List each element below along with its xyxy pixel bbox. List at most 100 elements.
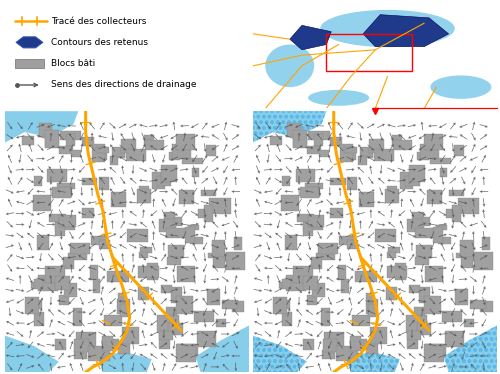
Polygon shape <box>253 335 307 372</box>
Bar <box>366 341 378 354</box>
Bar <box>88 346 110 361</box>
Bar <box>352 315 370 326</box>
Bar <box>168 323 183 335</box>
Bar <box>166 307 176 317</box>
Polygon shape <box>16 37 43 48</box>
Bar <box>422 217 430 226</box>
Bar <box>126 149 146 161</box>
Polygon shape <box>196 325 250 372</box>
Bar <box>102 336 113 350</box>
Bar <box>304 183 323 189</box>
Bar <box>442 311 462 322</box>
Bar <box>419 287 430 303</box>
Bar <box>168 245 184 258</box>
Bar <box>198 209 208 218</box>
Text: Tracé des collecteurs: Tracé des collecteurs <box>52 16 147 25</box>
Bar <box>182 158 204 164</box>
Bar <box>340 144 353 162</box>
Bar <box>470 300 486 309</box>
Bar <box>158 315 178 333</box>
Bar <box>59 295 69 306</box>
Bar <box>308 131 330 140</box>
Bar <box>139 252 148 258</box>
Bar <box>409 285 420 293</box>
Bar <box>90 264 98 280</box>
Bar <box>408 165 426 182</box>
Bar <box>62 187 72 197</box>
Bar <box>376 229 396 242</box>
Bar <box>344 147 357 153</box>
Ellipse shape <box>430 76 492 99</box>
Bar <box>160 165 177 182</box>
Bar <box>306 146 321 154</box>
Bar <box>425 266 443 282</box>
Bar <box>424 134 443 150</box>
Bar <box>55 339 66 350</box>
Bar <box>52 187 71 198</box>
Bar <box>74 340 90 352</box>
Bar <box>110 156 118 165</box>
Bar <box>356 271 377 282</box>
Bar <box>152 172 165 189</box>
Bar <box>158 176 172 186</box>
Bar <box>433 227 443 243</box>
Bar <box>388 248 400 253</box>
Bar <box>368 304 376 317</box>
Bar <box>316 253 336 260</box>
Bar <box>177 266 195 282</box>
Bar <box>144 135 154 146</box>
Bar <box>296 134 307 144</box>
Bar <box>40 123 52 138</box>
Polygon shape <box>444 325 498 372</box>
Bar <box>71 150 81 157</box>
Bar <box>407 331 421 340</box>
Bar <box>25 297 39 315</box>
Bar <box>293 131 307 148</box>
Bar <box>480 301 492 312</box>
Bar <box>188 225 199 230</box>
Bar <box>358 156 366 165</box>
Bar <box>146 263 158 280</box>
Bar <box>293 135 301 147</box>
Bar <box>318 243 338 254</box>
Bar <box>338 264 345 280</box>
Bar <box>60 131 82 140</box>
Bar <box>348 240 358 249</box>
Bar <box>412 212 424 224</box>
Bar <box>174 217 182 226</box>
Bar <box>310 257 322 269</box>
Bar <box>300 187 319 198</box>
Bar <box>436 225 447 230</box>
Bar <box>158 332 170 349</box>
Bar <box>303 222 313 236</box>
Bar <box>324 332 344 346</box>
Bar <box>424 344 444 362</box>
Bar <box>358 339 367 349</box>
Bar <box>54 222 64 236</box>
Bar <box>360 147 373 157</box>
Bar <box>98 177 109 190</box>
Bar <box>427 190 442 204</box>
Bar <box>206 145 216 156</box>
Bar <box>303 339 314 350</box>
Polygon shape <box>346 351 400 372</box>
Bar <box>82 137 94 146</box>
Bar <box>366 293 374 302</box>
Bar <box>22 136 34 145</box>
Bar <box>425 344 446 354</box>
Bar <box>286 275 306 291</box>
Bar <box>406 176 419 186</box>
Bar <box>346 177 357 190</box>
Bar <box>64 283 77 297</box>
Bar <box>462 252 472 269</box>
Bar <box>445 331 464 347</box>
Bar <box>110 339 119 349</box>
Bar <box>458 198 479 214</box>
Bar <box>138 266 158 278</box>
Bar <box>288 123 300 138</box>
Bar <box>321 307 330 326</box>
Bar <box>330 178 345 186</box>
Bar <box>282 279 291 288</box>
Bar <box>314 134 324 146</box>
Polygon shape <box>363 15 448 47</box>
